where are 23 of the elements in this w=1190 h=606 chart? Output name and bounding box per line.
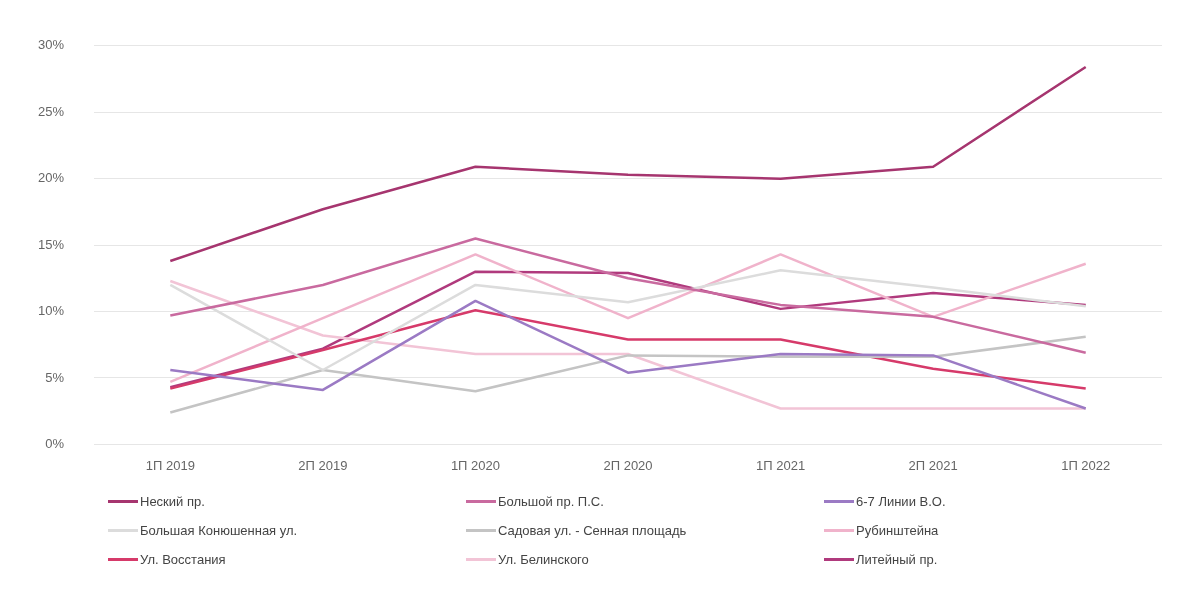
y-tick-label: 0% [45, 435, 65, 451]
legend-label: 6-7 Линии В.О. [856, 494, 946, 509]
y-tick-label: 20% [37, 170, 65, 186]
y-tick-label: 5% [45, 369, 65, 385]
legend-label: Рубинштейна [856, 523, 939, 538]
legend-label: Ул. Белинского [498, 552, 589, 567]
x-tick-label: 1П 2022 [1061, 457, 1111, 473]
legend-label: Большой пр. П.С. [498, 494, 604, 509]
x-tick-label: 2П 2020 [603, 457, 653, 473]
x-tick-label: 1П 2020 [450, 457, 500, 473]
y-tick-label: 30% [37, 37, 65, 53]
legend-label: Садовая ул. - Сенная площадь [498, 523, 687, 538]
legend-label: Большая Конюшенная ул. [140, 523, 298, 538]
legend-label: Ул. Восстания [140, 552, 226, 567]
y-tick-label: 15% [37, 236, 65, 252]
legend-label: Литейный пр. [856, 552, 938, 567]
x-tick-label: 2П 2019 [298, 457, 348, 473]
x-tick-label: 2П 2021 [908, 457, 958, 473]
y-tick-label: 10% [37, 303, 65, 319]
y-tick-label: 25% [37, 103, 65, 119]
x-tick-label: 1П 2021 [756, 457, 806, 473]
legend-label: Неский пр. [140, 494, 205, 509]
x-tick-label: 1П 2019 [145, 457, 195, 473]
